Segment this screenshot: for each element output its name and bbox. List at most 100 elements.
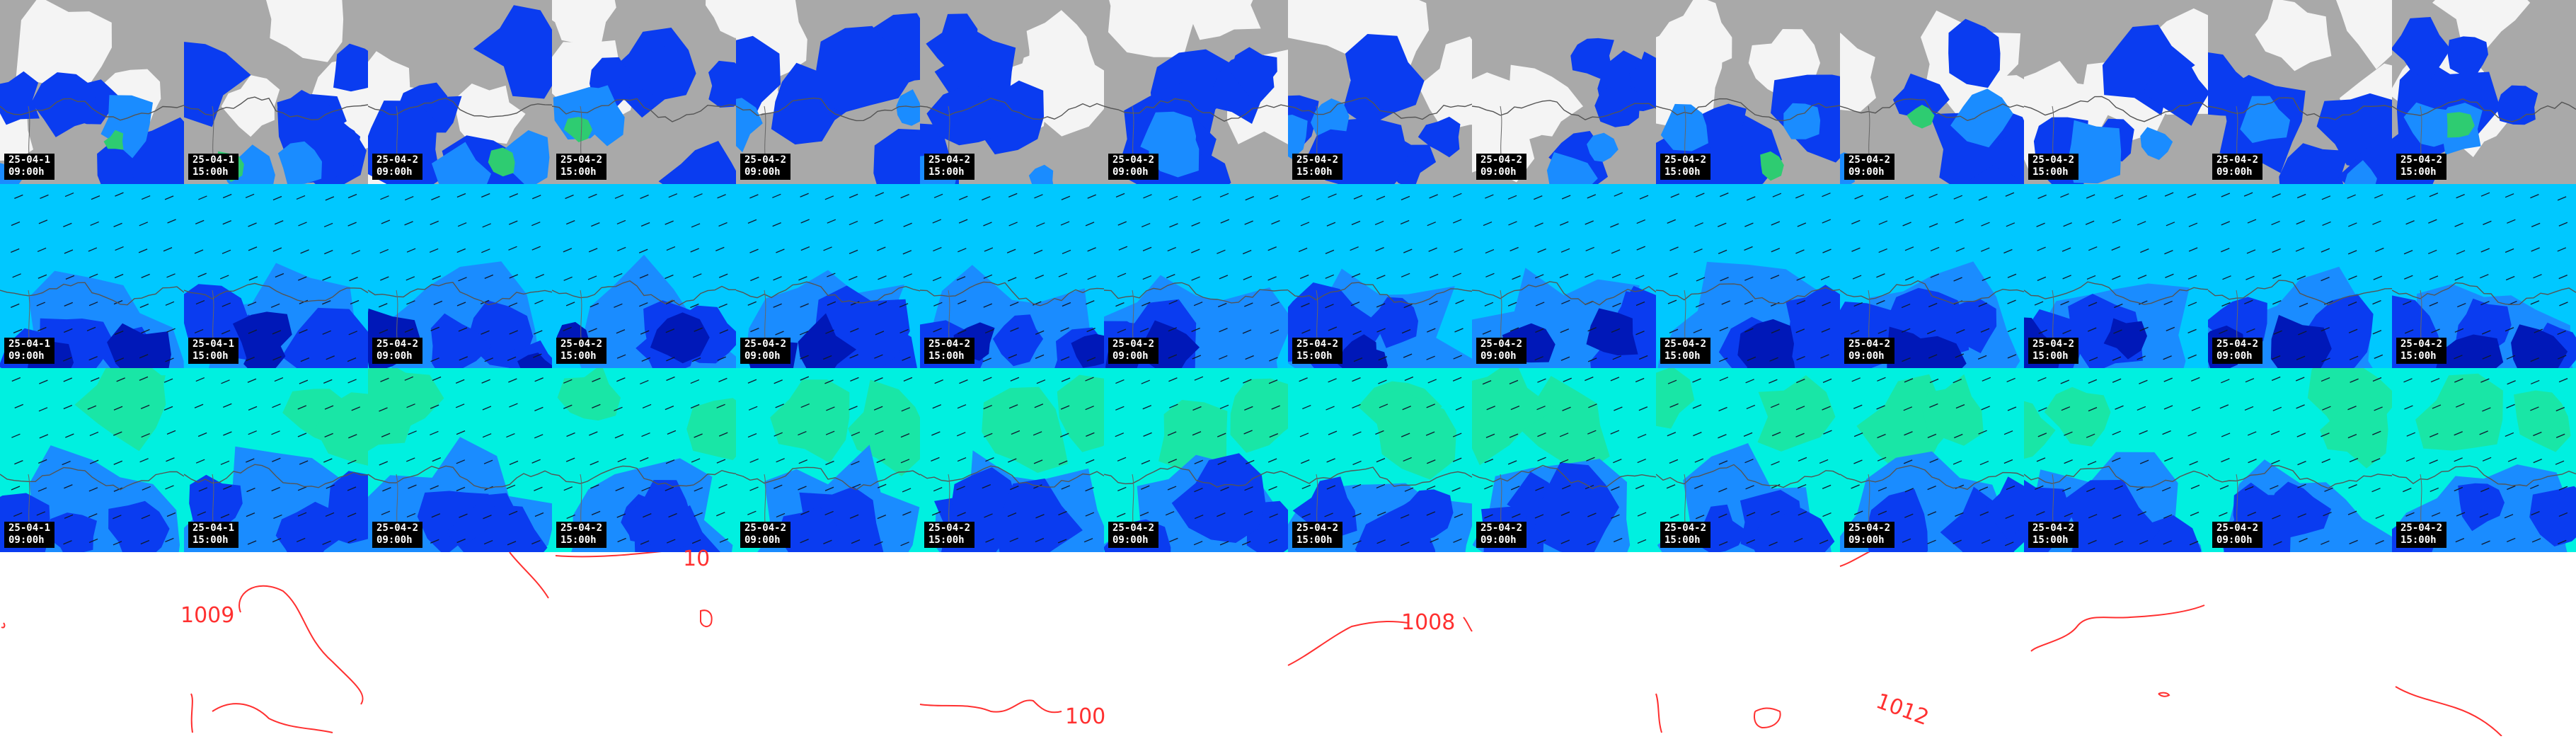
timestamp-label: 25-04-2 15:00h (2028, 522, 2079, 548)
cloud-cover-row-tile: 25-04-1 09:00h (0, 0, 184, 184)
timestamp-label: 25-04-2 15:00h (2396, 338, 2447, 364)
isobar-line (2030, 605, 2205, 652)
timestamp-label: 25-04-2 09:00h (1476, 154, 1527, 180)
timestamp-date: 25-04-2 (2216, 338, 2259, 350)
timestamp-date: 25-04-2 (744, 522, 787, 534)
timestamp-label: 25-04-2 15:00h (2396, 154, 2447, 180)
timestamp-date: 25-04-2 (1848, 522, 1891, 534)
timestamp-label: 25-04-2 15:00h (1660, 338, 1711, 364)
timestamp-time: 09:00h (1480, 350, 1517, 362)
timestamp-label: 25-04-2 15:00h (1292, 522, 1343, 548)
wind-row-upper-tile: 25-04-2 15:00h (552, 184, 736, 368)
timestamp-date: 25-04-1 (8, 338, 51, 350)
isobar-line (555, 548, 691, 558)
wind-row-lower-tile: 25-04-2 15:00h (920, 368, 1104, 552)
timestamp-label: 25-04-2 15:00h (1292, 338, 1343, 364)
timestamp-time: 15:00h (928, 166, 965, 178)
map-field (0, 368, 184, 552)
isobar-line (509, 551, 549, 599)
timestamp-time: 15:00h (1664, 534, 1701, 546)
wind-row-upper-tile: 25-04-2 15:00h (1656, 184, 1840, 368)
timestamp-time: 15:00h (1296, 166, 1333, 178)
timestamp-date: 25-04-2 (1848, 338, 1891, 350)
timestamp-time: 15:00h (2032, 166, 2069, 178)
cloud-cover-row-tile: 25-04-2 09:00h (1472, 0, 1656, 184)
timestamp-time: 15:00h (2400, 166, 2437, 178)
timestamp-time: 09:00h (744, 350, 781, 362)
isobar-lines (1, 548, 2502, 737)
wind-row-upper-tile: 25-04-2 09:00h (368, 184, 552, 368)
timestamp-time: 09:00h (1848, 166, 1885, 178)
timestamp-time: 15:00h (1664, 350, 1701, 362)
isobar-line (919, 699, 1062, 714)
timestamp-date: 25-04-2 (1848, 154, 1891, 166)
wind-row-upper-tile: 25-04-2 15:00h (920, 184, 1104, 368)
timestamp-date: 25-04-2 (2400, 522, 2443, 534)
timestamp-date: 25-04-2 (1480, 338, 1523, 350)
cloud-cover-row-tile: 25-04-2 15:00h (1288, 0, 1472, 184)
wind-row-lower-tile: 25-04-2 09:00h (736, 368, 920, 552)
timestamp-date: 25-04-2 (376, 338, 419, 350)
map-field (920, 368, 1104, 552)
map-field (2392, 0, 2576, 184)
timestamp-label: 25-04-2 09:00h (372, 154, 423, 180)
timestamp-label: 25-04-1 15:00h (188, 154, 239, 180)
timestamp-label: 25-04-1 15:00h (188, 522, 239, 548)
timestamp-label: 25-04-2 15:00h (1660, 154, 1711, 180)
map-field (1472, 184, 1656, 368)
wind-row-upper-tile: 25-04-1 15:00h (184, 184, 368, 368)
timestamp-date: 25-04-1 (192, 522, 235, 534)
timestamp-date: 25-04-2 (560, 522, 603, 534)
timestamp-date: 25-04-1 (192, 338, 235, 350)
isobar-line (1655, 693, 1662, 733)
timestamp-time: 15:00h (1664, 166, 1701, 178)
timestamp-label: 25-04-2 15:00h (1292, 154, 1343, 180)
timestamp-date: 25-04-2 (2032, 154, 2075, 166)
timestamp-time: 09:00h (8, 534, 45, 546)
map-field (736, 0, 920, 184)
timestamp-time: 09:00h (1480, 534, 1517, 546)
timestamp-date: 25-04-2 (2400, 338, 2443, 350)
map-field (2208, 0, 2392, 184)
map-field (368, 184, 552, 368)
timestamp-label: 25-04-2 09:00h (1476, 338, 1527, 364)
timestamp-label: 25-04-2 09:00h (1844, 154, 1895, 180)
map-field (2208, 184, 2392, 368)
map-field (1840, 0, 2024, 184)
timestamp-date: 25-04-2 (1296, 154, 1339, 166)
timestamp-date: 25-04-2 (560, 338, 603, 350)
timestamp-time: 09:00h (2216, 350, 2253, 362)
timestamp-date: 25-04-2 (2032, 522, 2075, 534)
timestamp-time: 15:00h (560, 534, 597, 546)
timestamp-label: 25-04-1 09:00h (4, 338, 55, 364)
timestamp-label: 25-04-2 15:00h (556, 338, 607, 364)
timestamp-date: 25-04-2 (1112, 338, 1155, 350)
map-field (1472, 368, 1656, 552)
timestamp-time: 15:00h (1296, 534, 1333, 546)
timestamp-label: 25-04-2 15:00h (924, 154, 975, 180)
timestamp-date: 25-04-2 (1296, 522, 1339, 534)
timestamp-time: 15:00h (2032, 350, 2069, 362)
timestamp-label: 25-04-1 09:00h (4, 154, 55, 180)
cloud-cover-row-tile: 25-04-2 09:00h (1840, 0, 2024, 184)
wind-row-upper-tile: 25-04-2 09:00h (1840, 184, 2024, 368)
timestamp-time: 09:00h (1848, 350, 1885, 362)
timestamp-label: 25-04-2 09:00h (1108, 522, 1159, 548)
map-field (184, 0, 368, 184)
wind-row-upper-tile: 25-04-2 15:00h (2024, 184, 2208, 368)
timestamp-time: 15:00h (928, 534, 965, 546)
map-field (368, 0, 552, 184)
timestamp-time: 09:00h (2216, 166, 2253, 178)
timestamp-time: 15:00h (1296, 350, 1333, 362)
isobar-label-10: 10 (683, 546, 711, 571)
wind-row-lower-tile: 25-04-2 09:00h (1104, 368, 1288, 552)
isobar-line (238, 585, 364, 705)
timestamp-label: 25-04-2 09:00h (372, 338, 423, 364)
timestamp-label: 25-04-1 15:00h (188, 338, 239, 364)
timestamp-label: 25-04-2 09:00h (1476, 522, 1527, 548)
timestamp-time: 15:00h (2032, 534, 2069, 546)
wind-row-lower-tile: 25-04-2 15:00h (2392, 368, 2576, 552)
timestamp-time: 09:00h (376, 534, 413, 546)
timestamp-label: 25-04-2 09:00h (1108, 338, 1159, 364)
